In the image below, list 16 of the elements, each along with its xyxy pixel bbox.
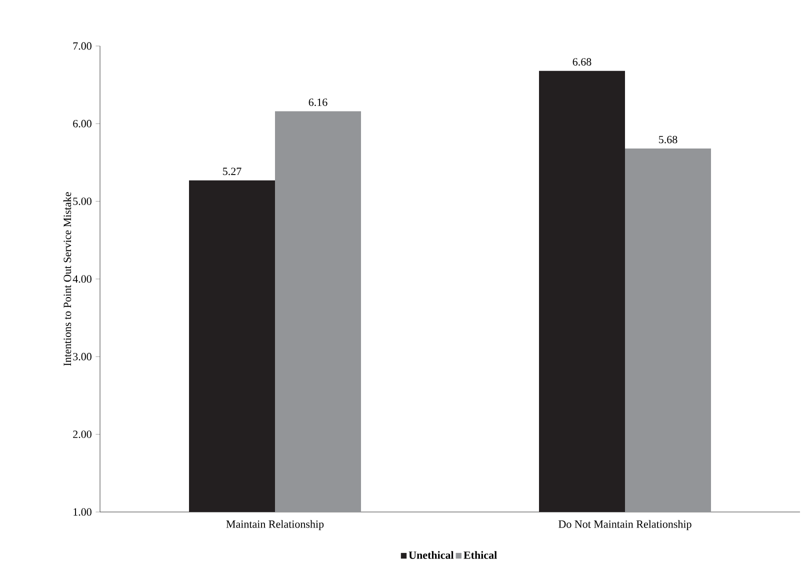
y-tick-label: 6.00 xyxy=(73,120,92,128)
data-label: 6.68 xyxy=(572,58,592,66)
y-tick-label: 5.00 xyxy=(73,198,92,206)
y-axis-title: Intentions to Point Out Service Mistake xyxy=(63,192,72,366)
x-tick-label: Maintain Relationship xyxy=(226,520,324,530)
data-label: 6.16 xyxy=(308,98,328,106)
y-tick-label: 2.00 xyxy=(73,430,92,438)
data-label: 5.68 xyxy=(659,136,678,144)
y-tick-label: 1.00 xyxy=(74,508,92,516)
data-label: 5.27 xyxy=(223,168,242,176)
legend-label: Unethical xyxy=(408,551,454,559)
y-tick-label: 3.00 xyxy=(73,352,92,360)
legend-label: Ethical xyxy=(464,551,497,559)
y-tick-label: 4.00 xyxy=(72,275,92,283)
x-tick-label: Do Not Maintain Relationship xyxy=(558,520,692,530)
y-tick-label: 7.00 xyxy=(73,42,92,50)
